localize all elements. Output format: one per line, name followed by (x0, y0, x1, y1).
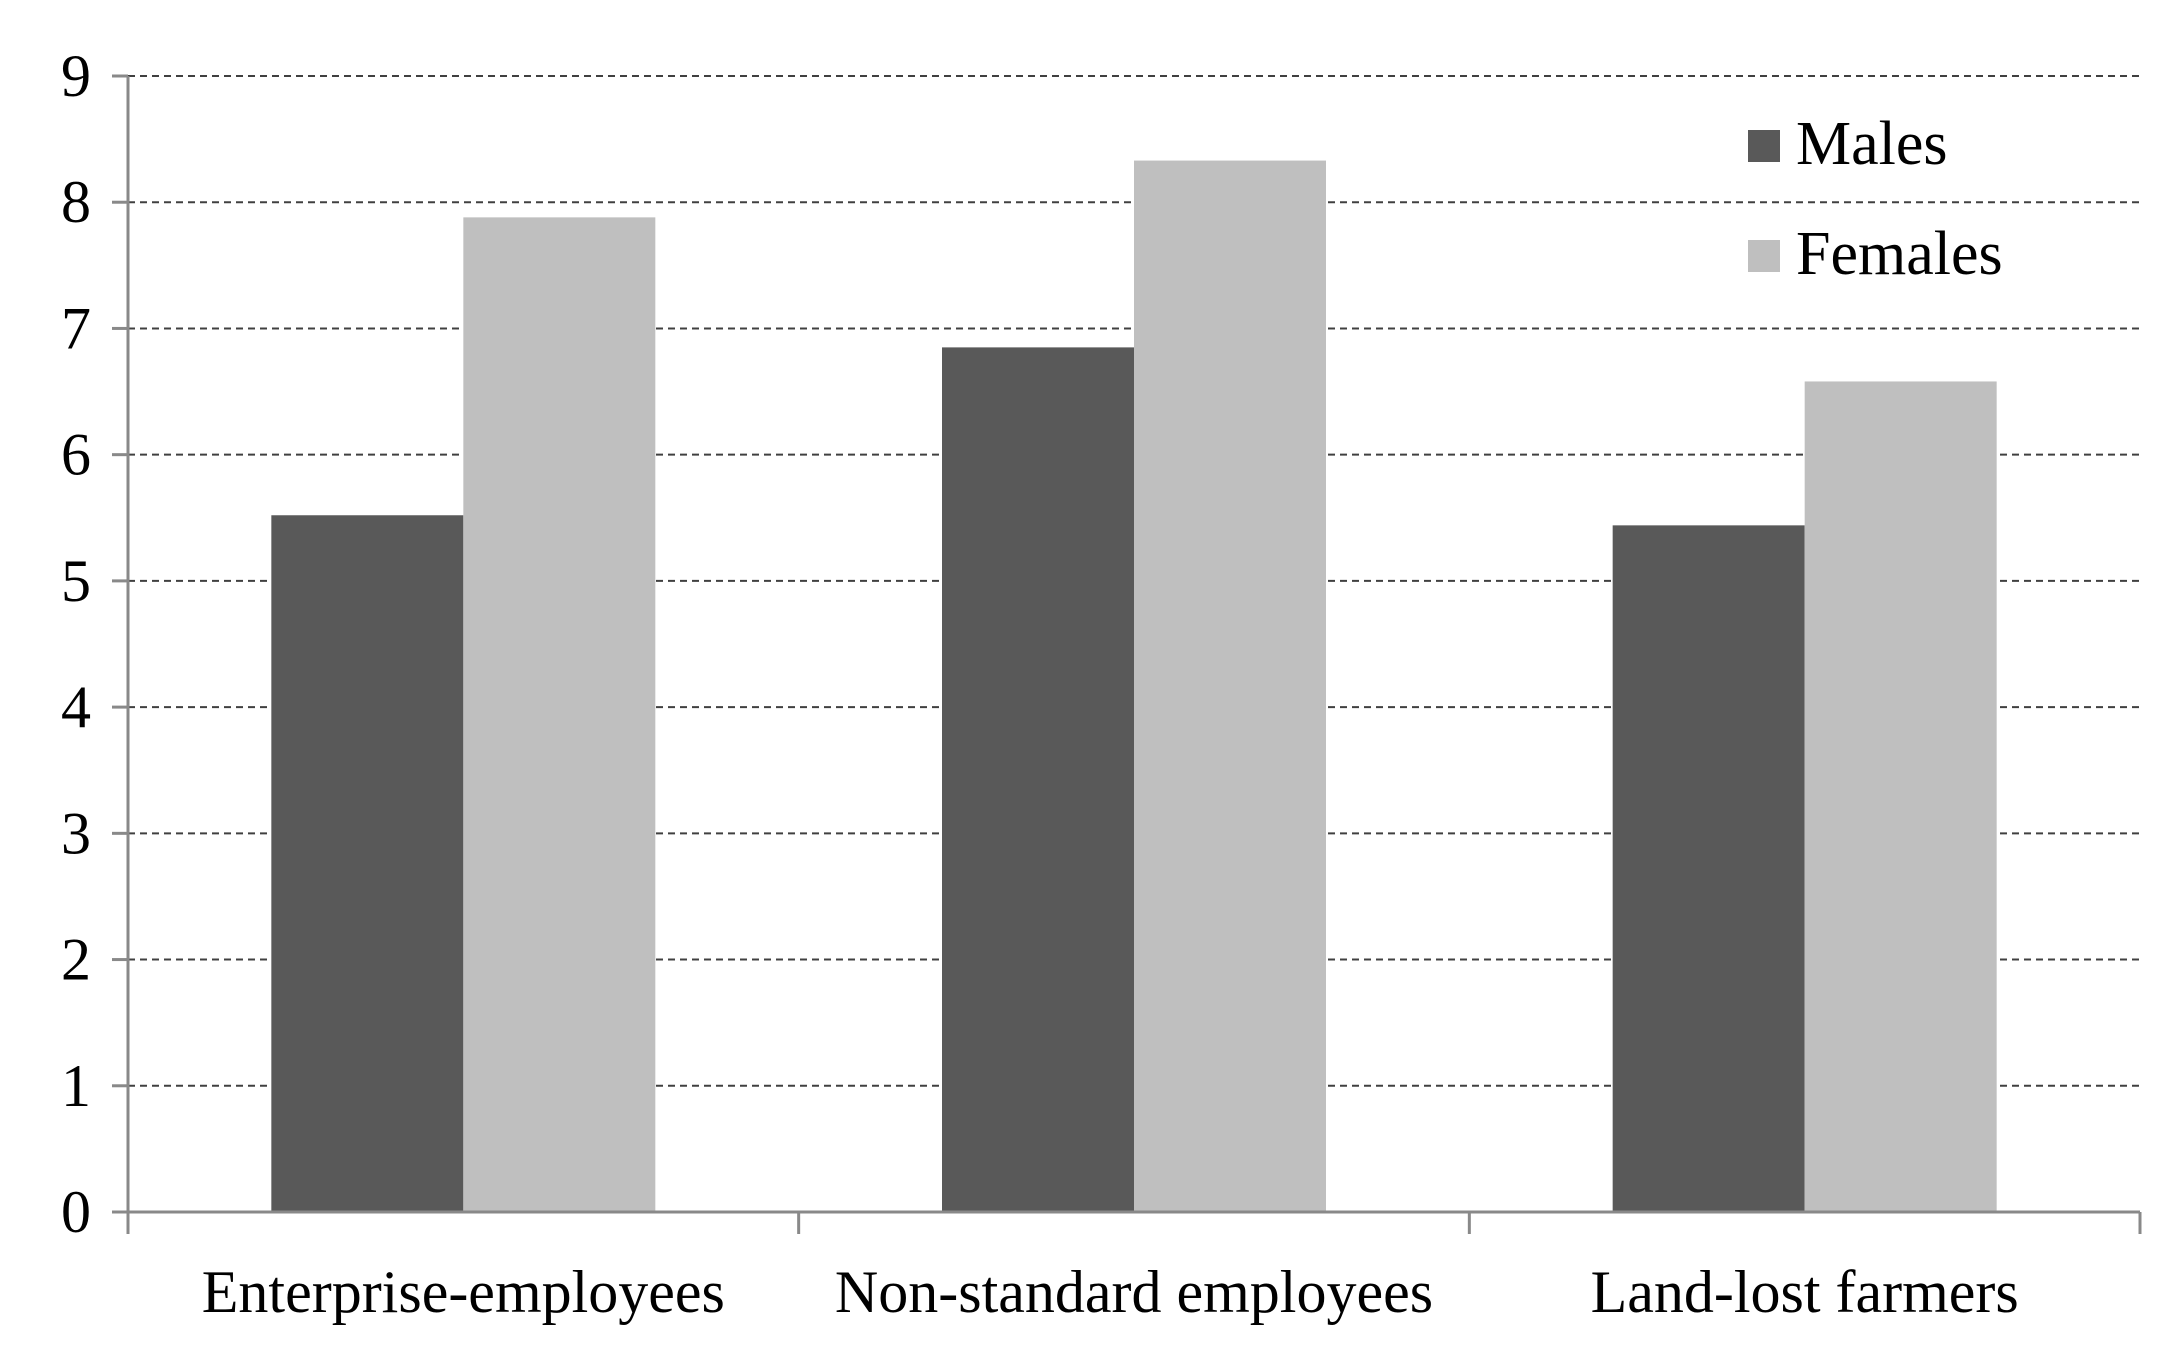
legend-label-females: Females (1796, 220, 2003, 288)
legend-label-males: Males (1796, 110, 1948, 178)
x-tick-label-1: Enterprise-employees (202, 1259, 725, 1325)
x-tick-label-2: Non-standard employees (835, 1259, 1433, 1325)
bar-males-1 (271, 515, 464, 1212)
bars (271, 160, 1997, 1213)
legend: Males Females (1748, 110, 2003, 288)
y-tick-label-9: 9 (61, 43, 91, 109)
tick-labels: 0 1 2 3 4 5 6 7 8 9 Enterprise-employees Non-standa… (61, 43, 2019, 1325)
legend-swatch-females (1748, 240, 1780, 272)
bar-males-3 (1612, 525, 1805, 1212)
legend-swatch-males (1748, 130, 1780, 162)
y-tick-label-1: 1 (61, 1053, 91, 1119)
bar-males-2 (942, 347, 1134, 1212)
x-tick-label-3: Land-lost farmers (1591, 1259, 2019, 1325)
y-tick-label-8: 8 (61, 169, 91, 235)
axes (112, 74, 2142, 1234)
y-tick-label-7: 7 (61, 295, 91, 361)
y-tick-label-5: 5 (61, 548, 91, 614)
bar-females-3 (1804, 381, 1997, 1212)
y-tick-label-3: 3 (61, 800, 91, 866)
y-tick-label-4: 4 (61, 674, 91, 740)
bar-females-1 (463, 217, 656, 1212)
y-tick-label-0: 0 (61, 1179, 91, 1245)
y-tick-label-6: 6 (61, 422, 91, 488)
bar-females-2 (1134, 160, 1326, 1213)
y-tick-label-2: 2 (61, 927, 91, 993)
